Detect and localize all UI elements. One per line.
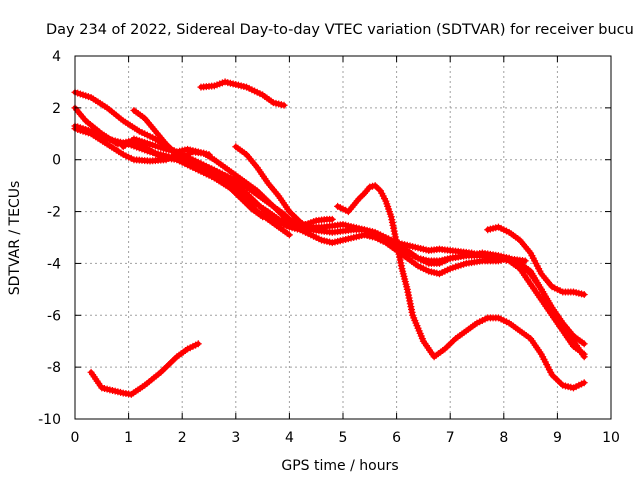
data-point <box>580 353 588 361</box>
x-tick-label: 4 <box>285 430 294 446</box>
series-13 <box>484 223 588 299</box>
y-tick-label: -10 <box>38 412 61 428</box>
data-point <box>205 151 213 159</box>
data-point <box>580 340 588 348</box>
series-10 <box>178 153 267 221</box>
series-1 <box>87 340 202 398</box>
data-point <box>328 215 336 223</box>
x-tick-label: 7 <box>446 430 455 446</box>
y-tick-label: -4 <box>47 256 61 272</box>
series-11 <box>280 215 336 231</box>
series-14 <box>393 239 529 265</box>
x-tick-label: 6 <box>392 430 401 446</box>
y-tick-label: 4 <box>52 49 61 65</box>
y-tick-label: -8 <box>47 360 61 376</box>
x-tick-label: 10 <box>602 430 620 446</box>
data-point <box>580 379 588 387</box>
series-12 <box>334 182 588 392</box>
data-point <box>521 257 529 265</box>
y-tick-label: -6 <box>47 308 61 324</box>
data-point <box>307 226 315 234</box>
series-9 <box>232 143 315 234</box>
series-trace <box>335 183 587 391</box>
x-tick-label: 0 <box>71 430 80 446</box>
series-2 <box>197 78 288 109</box>
y-tick-label: -2 <box>47 205 61 221</box>
y-axis-label: SDTVAR / TECUs <box>7 181 23 296</box>
x-axis-label: GPS time / hours <box>281 458 398 474</box>
x-tick-label: 9 <box>553 430 562 446</box>
data-point <box>580 291 588 299</box>
series-8 <box>119 135 213 159</box>
y-tick-label: 0 <box>52 153 61 169</box>
x-tick-label: 2 <box>178 430 187 446</box>
x-tick-label: 1 <box>124 430 133 446</box>
y-tick-label: 2 <box>52 101 61 117</box>
data-series <box>71 78 588 398</box>
data-point <box>194 340 202 348</box>
data-point <box>259 213 267 221</box>
axes: 0 1 2 3 4 5 6 7 8 9 10 -10 -8 -6 -4 -2 0 2 4 <box>38 49 620 446</box>
x-tick-label: 8 <box>499 430 508 446</box>
x-tick-label: 3 <box>231 430 240 446</box>
chart-title: Day 234 of 2022, Sidereal Day-to-day VTE… <box>46 22 634 38</box>
x-tick-label: 5 <box>339 430 348 446</box>
data-point <box>280 101 288 109</box>
data-point <box>285 231 293 239</box>
